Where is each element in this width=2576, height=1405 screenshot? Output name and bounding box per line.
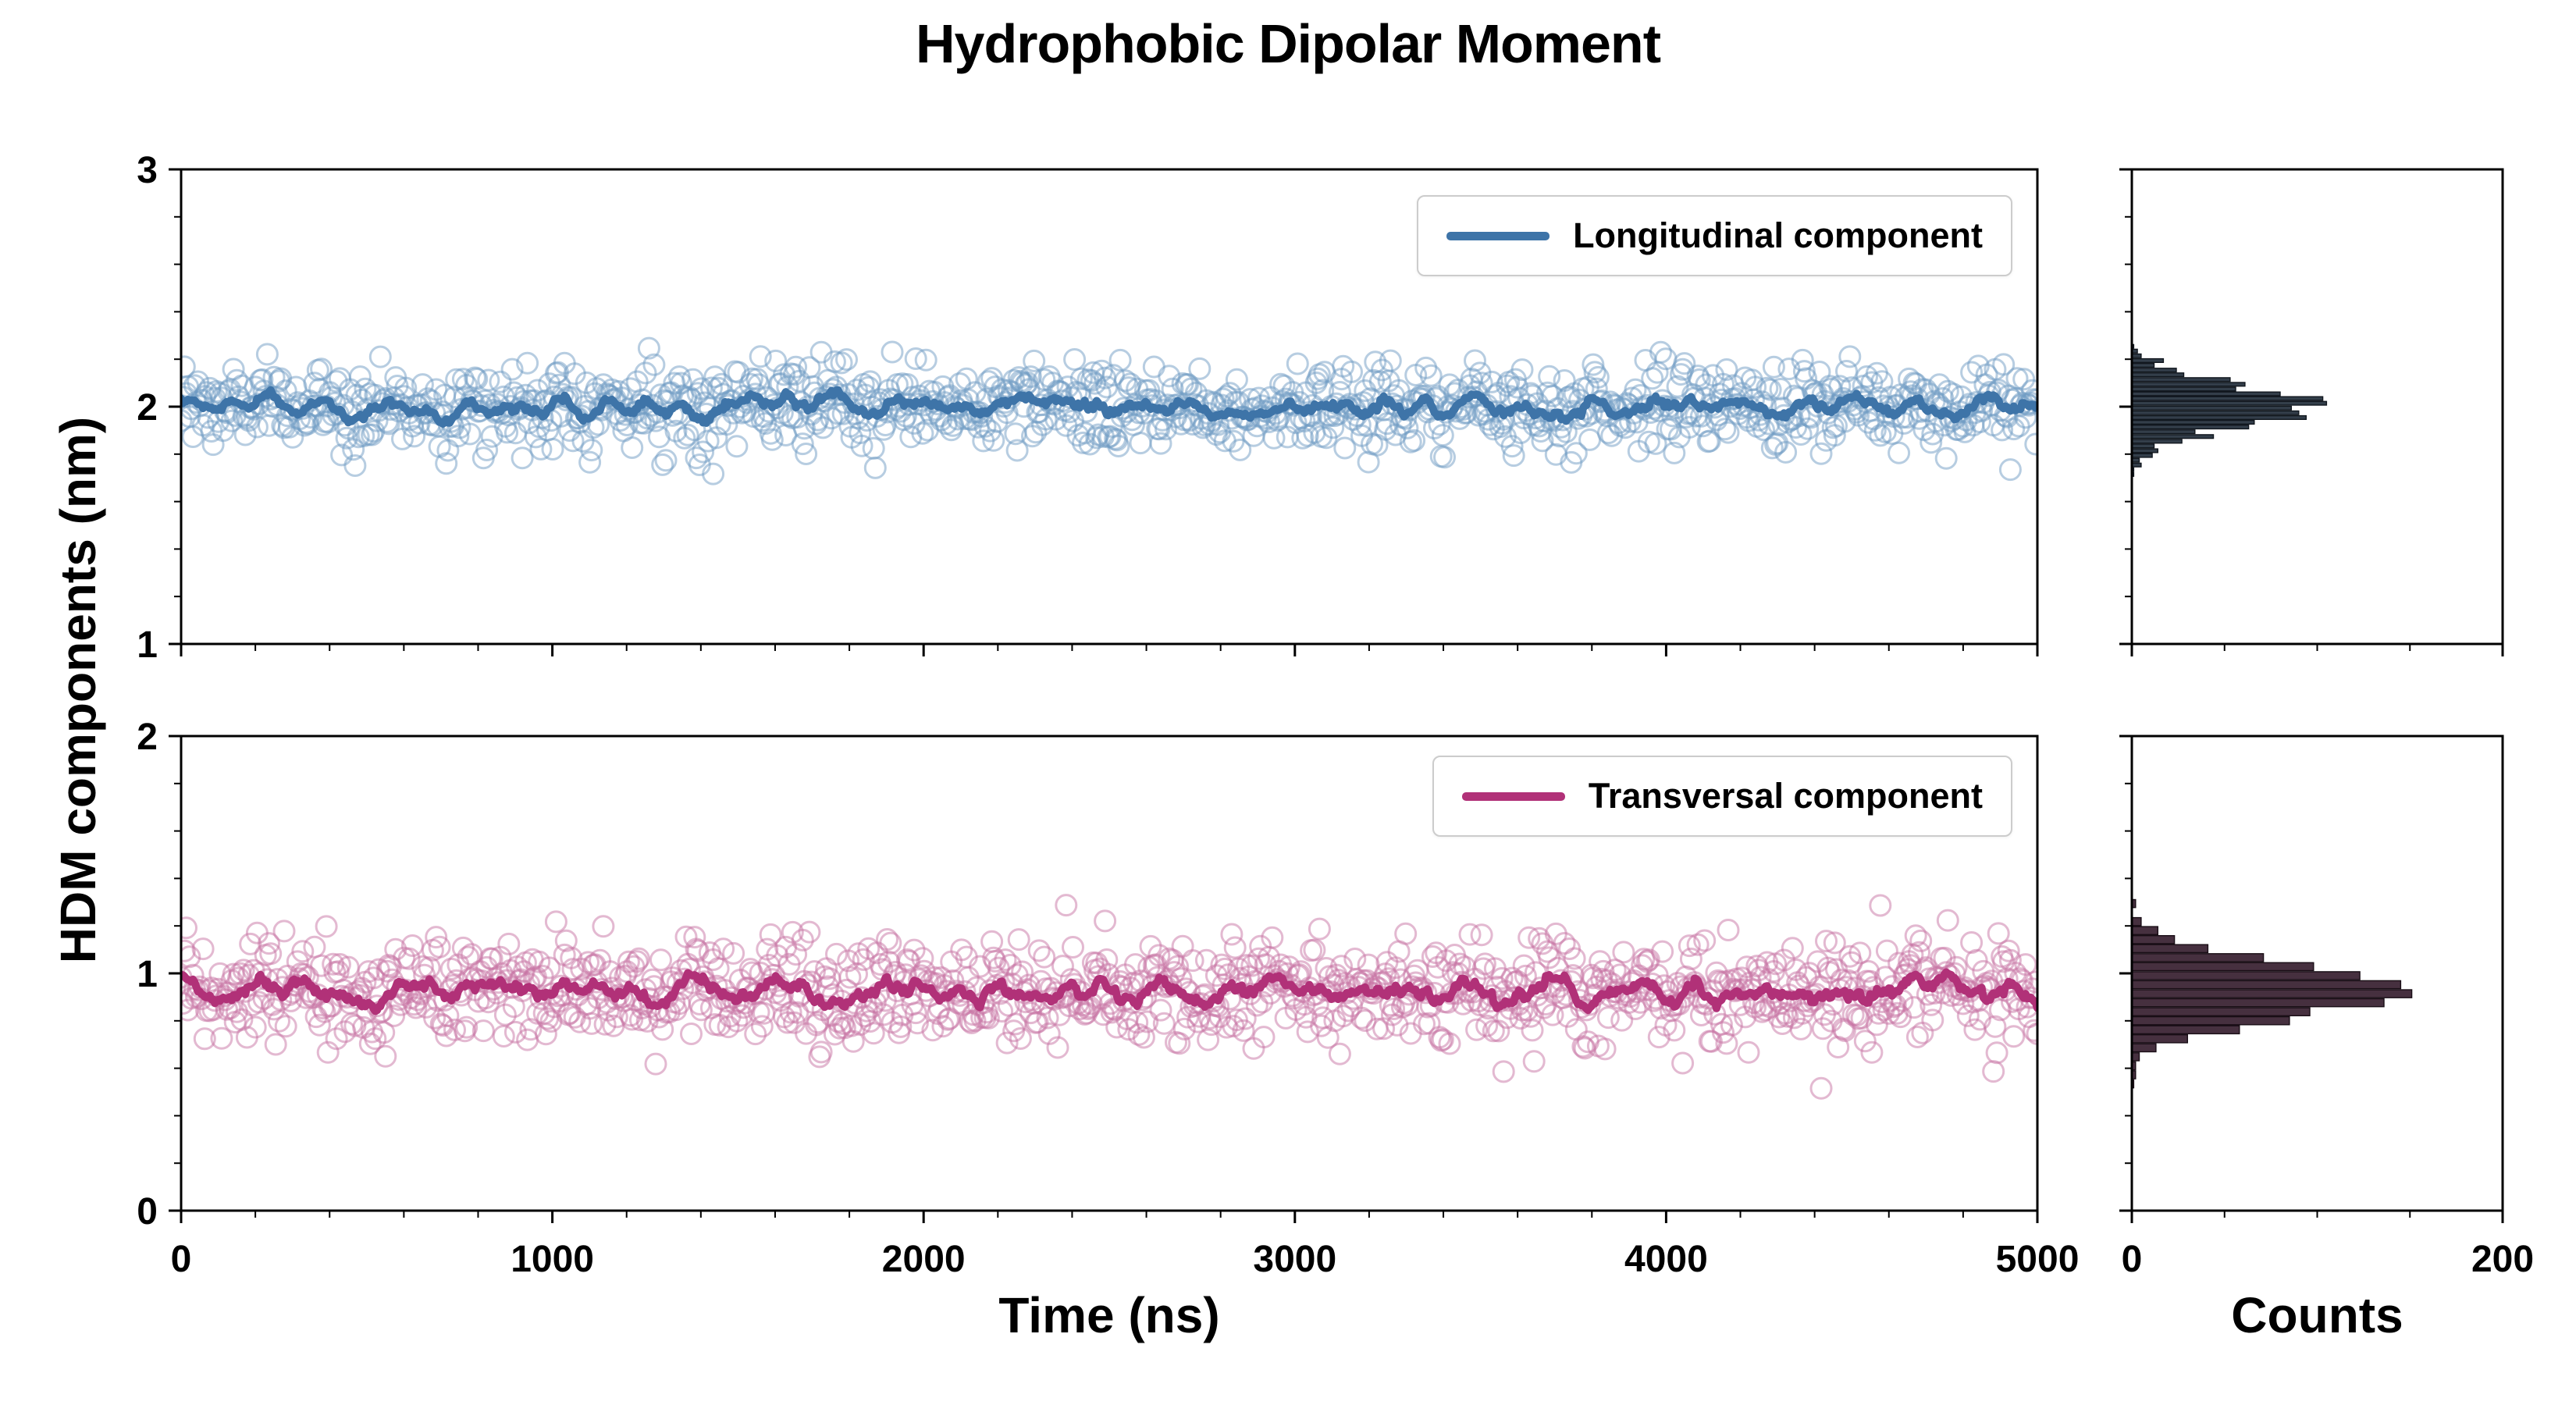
chart-title: Hydrophobic Dipolar Moment	[916, 13, 1661, 74]
longitudinal-tick-labels: 1 2 3	[137, 150, 158, 666]
legend-line-longitudinal-icon	[1446, 231, 1550, 240]
legend-longitudinal: Longitudinal component	[1417, 195, 2012, 276]
svg-text:1: 1	[137, 624, 158, 666]
legend-label-transversal: Transversal component	[1588, 776, 1983, 816]
transversal-hist-frame	[2130, 735, 2504, 1212]
transversal-tick-labels: 0 1 2 0 1000 2000 3000 4000 5000 0 200	[137, 717, 2534, 1280]
svg-text:2: 2	[137, 387, 158, 429]
legend-label-longitudinal: Longitudinal component	[1573, 215, 1983, 255]
longitudinal-trend-line	[181, 386, 2037, 428]
longitudinal-histogram-bars	[2131, 343, 2328, 477]
longitudinal-hist-frame	[2130, 168, 2504, 646]
x-axis-label: Time (ns)	[998, 1287, 1220, 1343]
svg-text:3000: 3000	[1253, 1239, 1336, 1280]
longitudinal-scatter-points	[181, 336, 2037, 486]
transversal-histogram-bars	[2131, 898, 2413, 1089]
svg-text:0: 0	[2122, 1239, 2143, 1280]
svg-text:200: 200	[2471, 1239, 2534, 1280]
longitudinal-axis-ticks	[169, 168, 2504, 656]
svg-text:1: 1	[137, 954, 158, 995]
svg-text:2000: 2000	[882, 1239, 966, 1280]
svg-text:3: 3	[137, 150, 158, 191]
svg-text:1000: 1000	[511, 1239, 594, 1280]
legend-line-transversal-icon	[1461, 791, 1565, 801]
svg-text:2: 2	[137, 717, 158, 758]
transversal-trend-line	[181, 968, 2037, 1016]
svg-text:0: 0	[137, 1191, 158, 1232]
hist-x-axis-label: Counts	[2231, 1287, 2403, 1343]
svg-text:4000: 4000	[1624, 1239, 1708, 1280]
legend-transversal: Transversal component	[1432, 756, 2012, 837]
svg-text:0: 0	[171, 1239, 192, 1280]
transversal-axis-ticks	[169, 735, 2504, 1223]
y-axis-label: HDM components (nm)	[50, 416, 106, 964]
svg-text:5000: 5000	[1996, 1239, 2080, 1280]
